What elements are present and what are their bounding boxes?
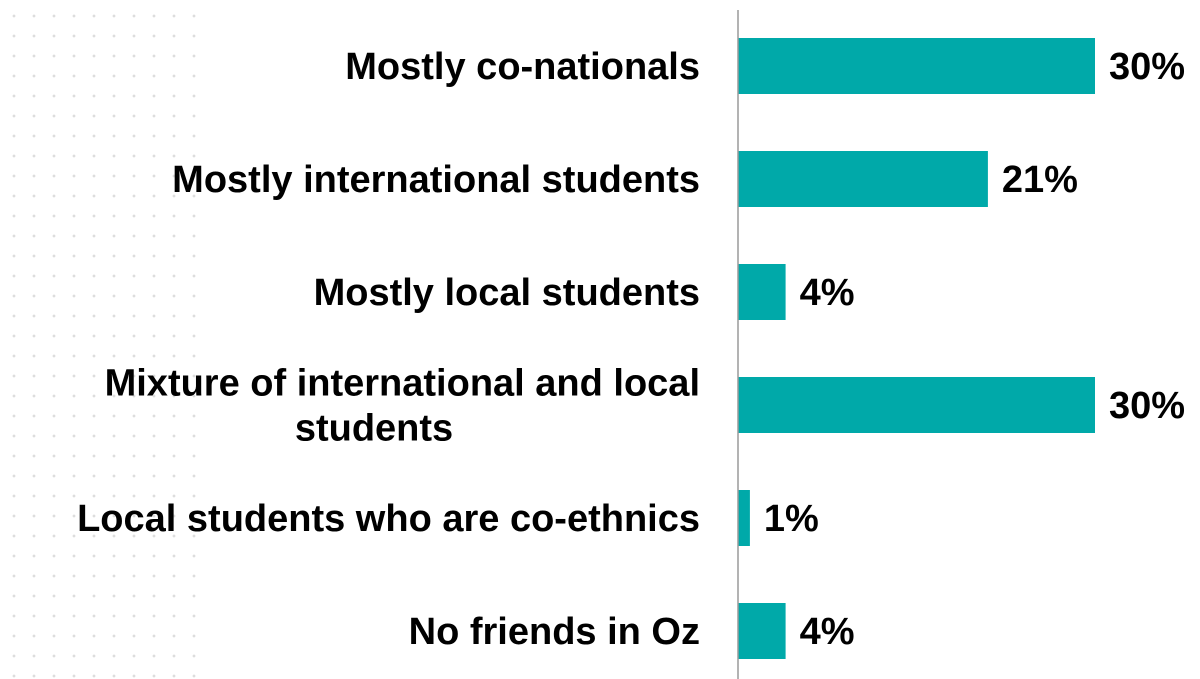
dot-pattern-decoration	[0, 0, 200, 679]
value-label-5: 4%	[800, 611, 855, 653]
bar-1	[738, 151, 988, 207]
value-label-4: 1%	[764, 498, 819, 540]
bars-group	[738, 38, 1095, 659]
category-labels-group: Mostly co-nationals Mostly international …	[77, 46, 700, 653]
bar-3	[738, 377, 1095, 433]
bar-4	[738, 490, 750, 546]
category-label-1: Mostly international students	[172, 159, 700, 201]
bar-2	[738, 264, 786, 320]
category-label-line: Mostly co-nationals	[345, 46, 700, 88]
category-label-line: Mostly international students	[172, 159, 700, 201]
category-label-line: Mostly local students	[314, 272, 700, 314]
category-label-5: No friends in Oz	[409, 611, 700, 653]
bar-0	[738, 38, 1095, 94]
category-label-line: students	[295, 408, 453, 450]
value-label-0: 30%	[1109, 46, 1185, 88]
category-label-0: Mostly co-nationals	[345, 46, 700, 88]
value-labels-group: 30% 21% 4% 30% 1% 4%	[764, 46, 1185, 653]
category-label-line: Mixture of international and local	[105, 363, 700, 405]
category-label-3: Mixture of international and local studen…	[105, 363, 700, 450]
category-label-line: No friends in Oz	[409, 611, 700, 653]
value-label-1: 21%	[1002, 159, 1078, 201]
value-label-3: 30%	[1109, 385, 1185, 427]
category-label-4: Local students who are co-ethnics	[77, 498, 700, 540]
category-label-2: Mostly local students	[314, 272, 700, 314]
bar-5	[738, 603, 786, 659]
value-label-2: 4%	[800, 272, 855, 314]
category-label-line: Local students who are co-ethnics	[77, 498, 700, 540]
